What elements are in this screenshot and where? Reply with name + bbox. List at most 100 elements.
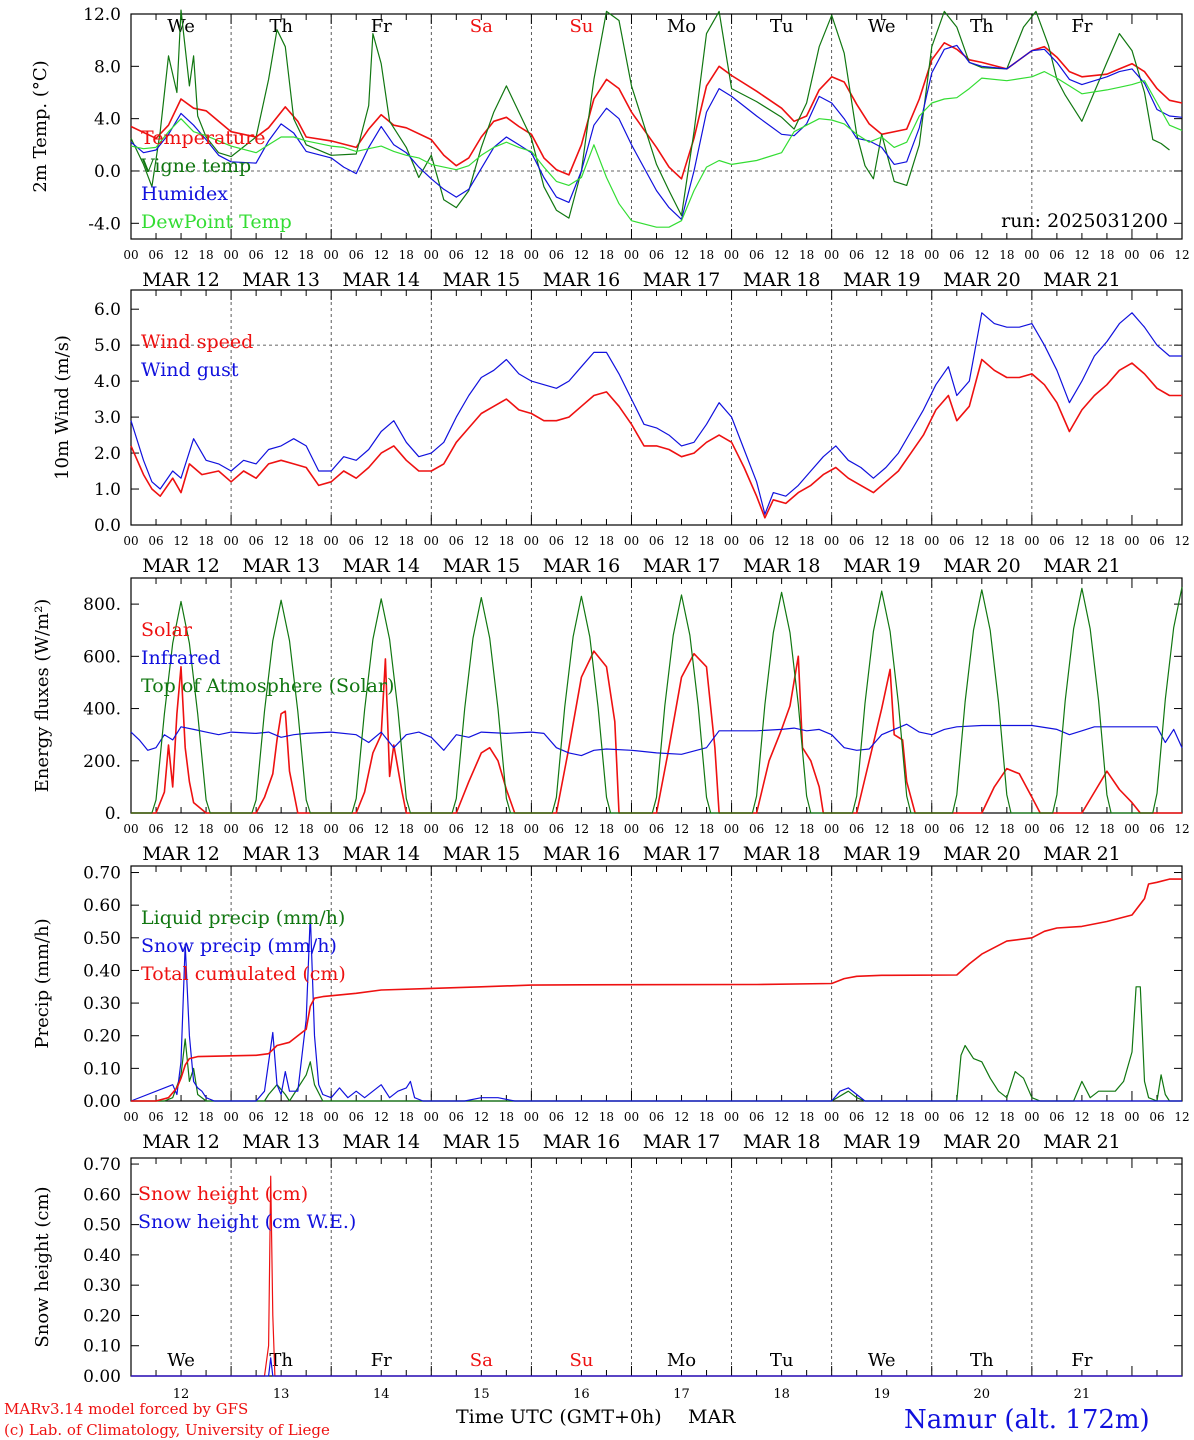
x-hour-label: 12 [374, 248, 389, 262]
x-hour-label: 12 [374, 534, 389, 548]
x-hour-label: 00 [724, 534, 739, 548]
series-line-green [131, 586, 1183, 814]
y-tick-label: 0.10 [83, 1337, 121, 1357]
y-tick-label: 8.0 [94, 57, 121, 77]
x-hour-label: 06 [949, 1110, 964, 1124]
y-tick-label: 200. [83, 752, 121, 772]
x-hour-label: 00 [724, 248, 739, 262]
x-hour-label: 18 [999, 534, 1014, 548]
legend-entry: Wind speed [141, 331, 253, 353]
x-hour-label: 18 [1099, 534, 1114, 548]
date-label: MAR 13 [242, 843, 320, 865]
day-number-label: 17 [673, 1387, 690, 1402]
x-hour-label: 06 [148, 534, 163, 548]
day-name-label: Mo [667, 1350, 696, 1371]
x-hour-label: 00 [1024, 1110, 1039, 1124]
date-label: MAR 20 [943, 1131, 1021, 1153]
x-hour-label: 06 [749, 822, 764, 836]
day-name-label: Fr [371, 16, 392, 37]
x-hour-label: 00 [123, 248, 138, 262]
date-label: MAR 13 [242, 1131, 320, 1153]
series-line-blue [130, 44, 1183, 220]
panel-temp: 12.08.04.00.0-4.000 06 12 18 00 06 12 18 00 06 12 1… [30, 5, 1190, 291]
day-name-label: We [167, 16, 195, 37]
date-label: MAR 13 [242, 269, 320, 291]
x-hour-label: 00 [1124, 1110, 1139, 1124]
x-hour-label: 12 [974, 248, 989, 262]
x-hour-label: 00 [624, 822, 639, 836]
legend-entry: Snow height (cm W.E.) [138, 1211, 356, 1233]
x-hour-label: 06 [1149, 248, 1164, 262]
x-hour-label: 00 [824, 822, 839, 836]
x-hour-label: 00 [324, 822, 339, 836]
x-hour-label: 12 [1174, 1110, 1189, 1124]
x-hour-label: 18 [999, 1110, 1014, 1124]
x-hour-label: 06 [449, 822, 464, 836]
x-hour-label: 18 [799, 248, 814, 262]
x-hour-label: 12 [374, 822, 389, 836]
series-line-red [130, 358, 1182, 519]
y-tick-label: 400. [83, 700, 121, 720]
x-hour-label: 00 [624, 534, 639, 548]
y-tick-label: -4.0 [88, 214, 121, 234]
series-line-red [130, 41, 1183, 180]
x-hour-label: 18 [198, 822, 213, 836]
panel-frame [130, 13, 1183, 240]
panel-energy: 800.600.400.200.0.00 06 12 18 00 06 12 18 00 06 12… [32, 577, 1190, 865]
date-label: MAR 18 [743, 843, 821, 865]
x-hour-label: 12 [1074, 822, 1089, 836]
x-hour-label: 12 [974, 1110, 989, 1124]
x-hour-label: 06 [248, 534, 263, 548]
series-line-green [130, 9, 1170, 219]
day-name-label: Th [269, 16, 293, 37]
y-axis-label: Energy fluxes (W/m²) [32, 599, 53, 793]
day-number-label: 20 [974, 1387, 991, 1402]
x-hour-label: 06 [649, 248, 664, 262]
date-label: MAR 16 [543, 555, 621, 577]
y-axis-label: 2m Temp. (°C) [30, 60, 51, 192]
x-hour-label: 12 [1074, 534, 1089, 548]
date-label: MAR 20 [943, 269, 1021, 291]
legend-entry: Top of Atmosphere (Solar) [141, 675, 394, 697]
day-name-label: Th [970, 1350, 994, 1371]
y-tick-label: 0.50 [83, 1216, 121, 1236]
date-label: MAR 12 [142, 843, 220, 865]
date-label: MAR 12 [142, 1131, 220, 1153]
x-hour-label: 12 [874, 822, 889, 836]
x-hour-label: 00 [424, 1110, 439, 1124]
x-hour-label: 00 [1024, 822, 1039, 836]
x-hour-label: 12 [274, 822, 289, 836]
day-number-label: 12 [173, 1387, 190, 1402]
y-tick-label: 0.60 [83, 896, 121, 916]
series-line-green [131, 986, 1182, 1102]
x-hour-label: 06 [549, 822, 564, 836]
x-hour-label: 12 [774, 1110, 789, 1124]
date-label: MAR 14 [342, 843, 420, 865]
x-hour-label: 00 [223, 822, 238, 836]
x-hour-label: 18 [1099, 1110, 1114, 1124]
x-hour-label: 12 [173, 1110, 188, 1124]
y-tick-label: 0.40 [83, 961, 121, 981]
day-name-label: Th [970, 16, 994, 37]
day-name-label: We [868, 16, 896, 37]
x-hour-label: 12 [173, 248, 188, 262]
y-tick-label: 0.0 [94, 162, 121, 182]
y-tick-label: 0.30 [83, 994, 121, 1014]
x-hour-label: 00 [223, 1110, 238, 1124]
x-hour-label: 12 [173, 822, 188, 836]
series-line-blue [130, 914, 1182, 1102]
x-hour-label: 00 [724, 1110, 739, 1124]
day-number-label: 16 [573, 1387, 590, 1402]
series-line-blue [131, 1357, 1182, 1377]
x-hour-label: 12 [274, 534, 289, 548]
series-line-blue [130, 312, 1182, 515]
x-hour-label: 12 [1174, 534, 1189, 548]
day-name-label: Fr [371, 1350, 392, 1371]
x-hour-label: 18 [299, 534, 314, 548]
day-number-label: 14 [373, 1387, 390, 1402]
day-name-label: Th [269, 1350, 293, 1371]
x-hour-label: 12 [874, 534, 889, 548]
x-hour-label: 00 [924, 534, 939, 548]
date-label: MAR 18 [743, 269, 821, 291]
x-hour-label: 12 [774, 248, 789, 262]
